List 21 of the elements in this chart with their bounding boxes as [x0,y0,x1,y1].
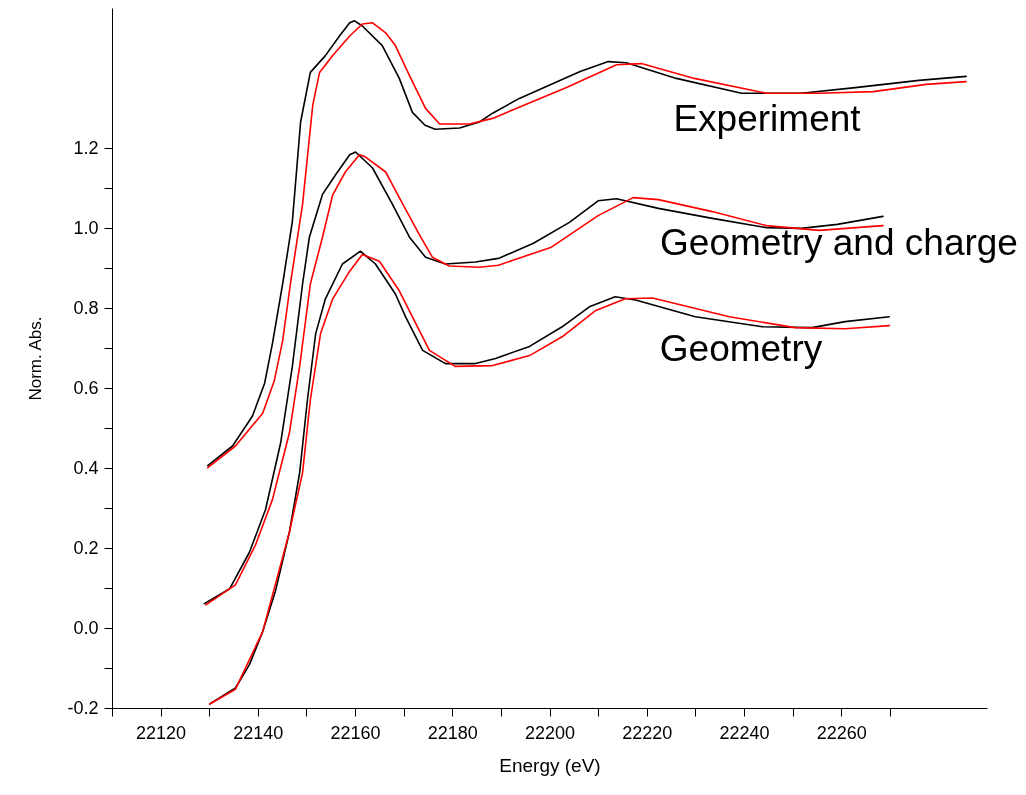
x-tick-label: 22220 [622,722,673,743]
annotation: Experiment [673,98,862,139]
y-axis-title: Norm. Abs. [26,316,46,401]
x-axis-title: Energy (eV) [499,754,601,776]
y-tick-label: 0.0 [73,617,99,638]
y-tick-label: 0.6 [73,377,99,398]
y-tick-label: 0.4 [73,457,99,478]
x-tick-label: 22120 [136,722,187,743]
x-tick-label: 22160 [330,722,381,743]
y-tick-label: -0.2 [67,697,99,718]
x-tick-label: 22140 [233,722,284,743]
x-tick-label: 22260 [816,722,867,743]
annotation: Geometry and charge [660,222,1018,263]
x-tick-label: 22200 [524,722,576,743]
y-tick-label: 0.8 [73,297,99,318]
y-tick-label: 1.0 [73,217,99,238]
x-tick-label: 22180 [427,722,478,743]
annotation: Geometry [659,328,823,369]
y-tick-label: 0.2 [73,537,99,558]
y-tick-label: 1.2 [73,137,99,158]
x-tick-label: 22240 [719,722,770,743]
